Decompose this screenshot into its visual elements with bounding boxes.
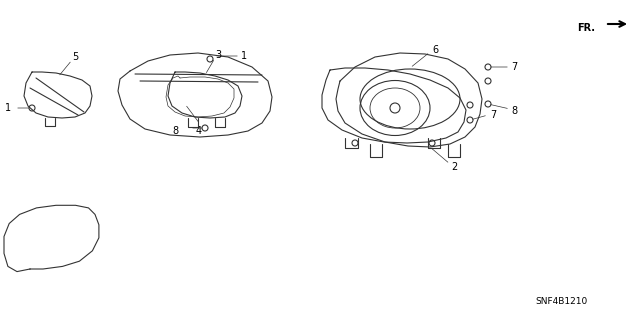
Text: 8: 8: [511, 106, 517, 116]
Text: FR.: FR.: [577, 23, 595, 33]
Text: 7: 7: [511, 62, 517, 72]
Text: 1: 1: [241, 51, 247, 61]
Text: 5: 5: [72, 52, 78, 62]
Text: 3: 3: [215, 50, 221, 60]
Text: 6: 6: [432, 45, 438, 55]
Text: 1: 1: [5, 103, 11, 113]
Text: 2: 2: [451, 162, 457, 172]
Text: SNF4B1210: SNF4B1210: [535, 296, 588, 306]
Text: 4: 4: [196, 126, 202, 136]
Text: 8: 8: [172, 126, 178, 136]
Text: 7: 7: [490, 110, 496, 120]
